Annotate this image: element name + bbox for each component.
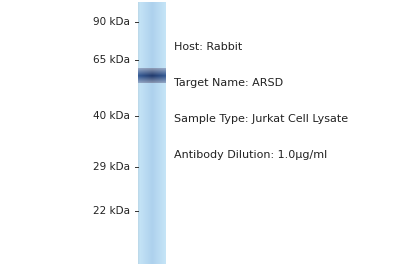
- Text: Target Name: ARSD: Target Name: ARSD: [174, 78, 283, 88]
- Text: 90 kDa: 90 kDa: [93, 17, 130, 27]
- Text: 29 kDa: 29 kDa: [93, 162, 130, 172]
- Text: Host: Rabbit: Host: Rabbit: [174, 42, 242, 52]
- Text: Antibody Dilution: 1.0μg/ml: Antibody Dilution: 1.0μg/ml: [174, 150, 327, 160]
- Text: 65 kDa: 65 kDa: [93, 55, 130, 65]
- Text: 40 kDa: 40 kDa: [93, 111, 130, 121]
- Text: 22 kDa: 22 kDa: [93, 206, 130, 216]
- Text: Sample Type: Jurkat Cell Lysate: Sample Type: Jurkat Cell Lysate: [174, 114, 348, 124]
